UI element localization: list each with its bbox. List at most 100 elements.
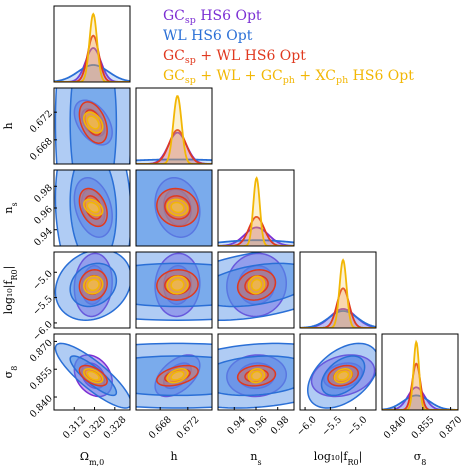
panel-frame: [53, 333, 131, 411]
panel-ns-ns: [217, 169, 295, 247]
y-tick-label-h: 0.668: [28, 136, 55, 163]
panel-frame: [217, 169, 295, 247]
panel-frame: [53, 251, 131, 329]
panel-frame: [53, 5, 131, 83]
y-tick-label-s8: 0.855: [28, 365, 55, 392]
marginal-curve-om-series-2: [54, 34, 130, 82]
x-tick-label-fr0: −6.0: [295, 414, 319, 438]
marginal-fill-h-series-3: [136, 96, 212, 164]
panel-om-fr0: −6.0−5.5−5.0 log₁₀|fR0|: [2, 251, 131, 343]
panel-frame: [381, 333, 459, 411]
x-tick-label-h: 0.668: [147, 414, 174, 441]
y-axis-label-ns: ns: [2, 202, 19, 213]
panel-fr0-s8: −6.0 −5.5 −5.0 log₁₀|fR0|: [295, 333, 377, 467]
y-tick-label-h: 0.672: [28, 108, 55, 135]
contour-h-s8-series-3-68: [170, 370, 185, 381]
marginal-fill-ns-series-2: [218, 216, 294, 246]
y-tick-label-s8: 0.840: [28, 393, 55, 420]
panel-frame: [135, 333, 213, 411]
contour-om-h-series-3-68: [86, 115, 100, 130]
x-tick-label-s8: 0.840: [382, 414, 409, 441]
panel-om-om: [53, 5, 131, 83]
contour-om-s8-series-3-68: [86, 370, 100, 381]
panel-frame: [135, 169, 213, 247]
x-axis-label-fr0: log₁₀|fR0|: [314, 450, 363, 467]
marginal-curve-h-series-3: [136, 95, 212, 164]
y-tick-label-ns: 0.96: [32, 204, 55, 227]
legend-entry-2: GCsp + WL HS6 Opt: [163, 48, 306, 66]
x-tick-label-s8: 0.855: [409, 414, 436, 441]
y-tick-label-fr0: −5.0: [31, 268, 55, 292]
marginal-fill-h-series-2: [136, 130, 212, 164]
x-axis-label-h: h: [170, 450, 177, 463]
contour-h-fr0-series-3-68: [170, 278, 185, 292]
panel-h-s8: 0.668 0.672 h: [135, 333, 213, 463]
marginal-fill-s8-series-0: [382, 387, 458, 410]
marginal-fill-om-series-2: [54, 35, 130, 82]
panel-ns-fr0: [217, 251, 295, 329]
marginal-curve-om-series-3: [54, 12, 130, 82]
marginal-curve-fr0-series-3: [300, 258, 376, 328]
y-tick-label-ns: 0.98: [32, 182, 55, 205]
contour-om-fr0-series-3-68: [86, 278, 100, 292]
marginal-fill-om-series-1: [54, 65, 130, 82]
panels-layer: 0.6680.672h0.940.960.98ns−6.0−5.5−5.0log…: [2, 5, 464, 467]
contour-h-ns-series-3-68: [170, 201, 185, 214]
x-tick-label-fr0: −5.0: [345, 414, 369, 438]
marginal-fill-s8-series-3: [382, 342, 458, 410]
marginal-curve-h-series-1: [136, 158, 212, 162]
y-tick-label-s8: 0.870: [28, 338, 55, 365]
marginal-fill-fr0-series-0: [300, 308, 376, 328]
y-axis-label-h: h: [2, 122, 15, 129]
panel-fr0-fr0: [299, 251, 377, 329]
y-tick-label-fr0: −6.0: [31, 319, 55, 343]
panel-s8-s8: 0.840 0.855 0.870 σ8: [381, 333, 464, 467]
marginal-fill-h-series-0: [136, 132, 212, 164]
legend: GCsp HS6 Opt WL HS6 Opt GCsp + WL HS6 Opt G…: [163, 8, 414, 86]
marginal-curve-s8-series-3: [382, 339, 458, 410]
contour-ns-s8-series-3-68: [250, 370, 263, 381]
x-axis-label-s8: σ8: [414, 450, 427, 467]
panel-frame: [135, 251, 213, 329]
panel-h-fr0: [135, 251, 213, 329]
marginal-curve-ns-series-3: [218, 176, 294, 246]
y-tick-label-fr0: −5.5: [31, 294, 55, 318]
marginal-fill-s8-series-1: [382, 395, 458, 410]
x-tick-label-om: 0.328: [102, 414, 129, 441]
y-tick-label-ns: 0.94: [32, 226, 55, 249]
marginal-curve-ns-series-0: [218, 226, 294, 246]
marginal-fill-om-series-3: [54, 14, 130, 82]
marginal-curve-om-series-1: [54, 64, 130, 82]
panel-h-h: [135, 87, 213, 165]
x-tick-label-s8: 0.870: [437, 414, 464, 441]
contour-fr0-s8-series-3-68: [336, 370, 350, 381]
x-tick-label-ns: 0.98: [269, 414, 292, 437]
panel-frame: [217, 251, 295, 329]
marginal-curve-ns-series-1: [218, 239, 294, 244]
marginal-curve-s8-series-1: [382, 394, 458, 410]
contour-ns-fr0-series-3-68: [250, 278, 263, 292]
x-tick-label-ns: 0.96: [247, 414, 270, 437]
marginal-fill-ns-series-3: [218, 178, 294, 246]
x-tick-label-h: 0.672: [175, 414, 202, 441]
legend-entry-3: GCsp + WL + GCph + XCph HS6 Opt: [163, 68, 414, 86]
contour-om-ns-series-3-68: [86, 201, 100, 214]
x-axis-label-ns: ns: [250, 450, 261, 467]
panel-frame: [135, 87, 213, 165]
x-tick-label-ns: 0.94: [225, 414, 248, 437]
panel-frame: [299, 251, 377, 329]
panel-frame: [299, 333, 377, 411]
panel-frame: [53, 87, 131, 165]
panel-om-ns: 0.940.960.98 ns: [2, 169, 131, 249]
y-axis-label-s8: σ8: [2, 366, 19, 379]
x-tick-label-fr0: −5.5: [320, 414, 344, 438]
x-axis-label-om: Ωm,0: [80, 450, 104, 467]
panel-h-ns: [135, 169, 213, 247]
marginal-curve-fr0-series-1: [300, 310, 376, 328]
marginal-fill-fr0-series-3: [300, 260, 376, 328]
legend-entry-1: WL HS6 Opt: [163, 28, 253, 44]
y-axis-label-fr0: log₁₀|fR0|: [2, 266, 19, 315]
